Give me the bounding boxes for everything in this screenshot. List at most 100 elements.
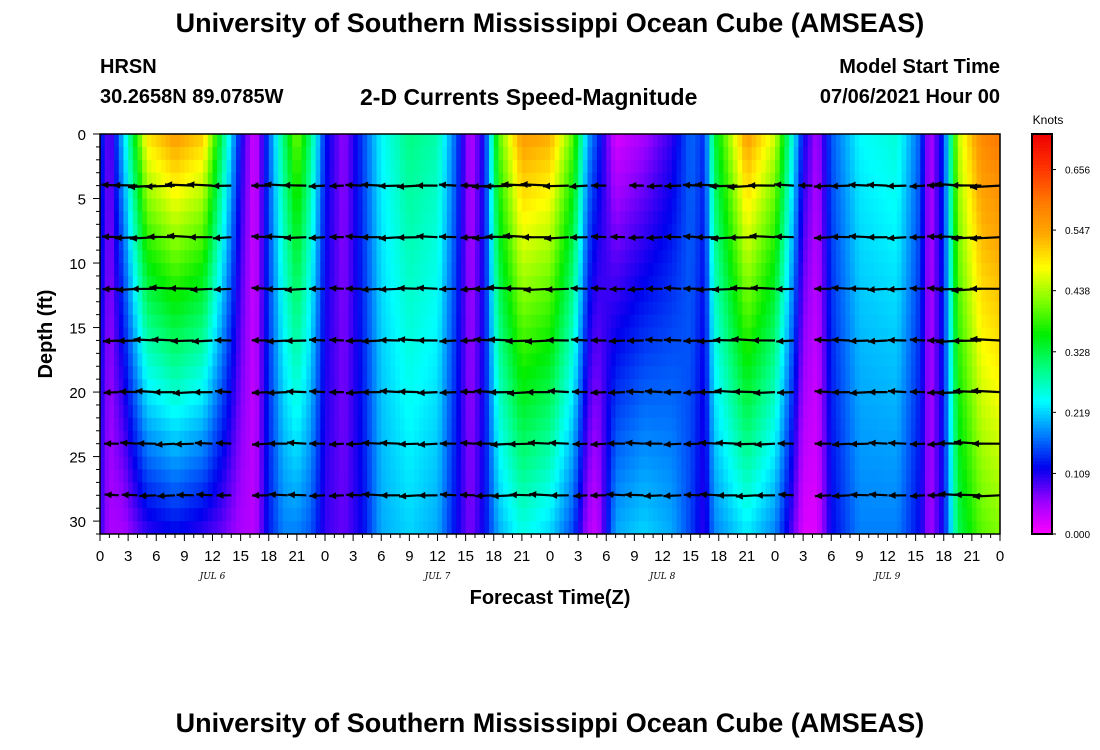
heatmap-cell: [681, 301, 687, 316]
heatmap-cell: [746, 340, 753, 354]
heatmap-cell: [751, 366, 757, 380]
heatmap-cell: [568, 404, 575, 419]
heatmap-cell: [179, 134, 185, 148]
heatmap-cell: [456, 404, 462, 419]
heatmap-cell: [325, 263, 331, 277]
heatmap-cell: [526, 482, 532, 496]
heatmap-cell: [723, 134, 729, 148]
heatmap-cell: [817, 521, 823, 534]
heatmap-cell: [737, 224, 743, 238]
heatmap-cell: [578, 134, 584, 148]
heatmap-cell: [784, 495, 790, 509]
heatmap-cell: [732, 508, 739, 522]
heatmap-cell: [775, 172, 781, 187]
heatmap-cell: [789, 263, 795, 277]
heatmap-cell: [629, 392, 635, 406]
heatmap-cell: [840, 159, 846, 174]
heatmap-cell: [545, 224, 551, 238]
heatmap-cell: [521, 224, 528, 238]
heatmap-cell: [240, 392, 246, 406]
heatmap-cell: [807, 224, 814, 238]
heatmap-cell: [240, 456, 246, 471]
heatmap-cell: [610, 495, 617, 509]
heatmap-cell: [432, 469, 439, 483]
heatmap-cell: [432, 250, 439, 264]
heatmap-cell: [521, 495, 528, 509]
heatmap-cell: [489, 237, 495, 251]
heatmap-cell: [634, 250, 640, 264]
heatmap-cell: [503, 482, 509, 496]
heatmap-cell: [114, 224, 120, 238]
heatmap-cell: [264, 482, 270, 496]
heatmap-cell: [156, 456, 162, 471]
heatmap-cell: [760, 482, 767, 496]
heatmap-cell: [203, 353, 209, 367]
heatmap-cell: [231, 314, 237, 329]
heatmap-cell: [357, 250, 364, 264]
heatmap-cell: [193, 482, 200, 496]
heatmap-cell: [601, 508, 607, 522]
heatmap-cell: [742, 392, 748, 406]
heatmap-cell: [676, 314, 682, 329]
heatmap-cell: [142, 366, 148, 380]
heatmap-cell: [648, 211, 654, 225]
heatmap-cell: [184, 288, 190, 303]
heatmap-cell: [850, 443, 856, 458]
heatmap-cell: [160, 301, 167, 316]
heatmap-cell: [531, 275, 537, 290]
heatmap-cell: [296, 288, 303, 303]
heatmap-cell: [512, 430, 518, 445]
heatmap-cell: [821, 482, 828, 496]
heatmap-cell: [118, 482, 125, 496]
heatmap-cell: [231, 495, 237, 509]
heatmap-cell: [428, 340, 434, 354]
heatmap-cell: [545, 521, 551, 534]
heatmap-cell: [728, 456, 734, 471]
heatmap-cell: [132, 404, 139, 419]
heatmap-cell: [831, 353, 837, 367]
heatmap-cell: [498, 482, 504, 496]
heatmap-cell: [775, 469, 781, 483]
heatmap-cell: [704, 430, 710, 445]
heatmap-cell: [357, 159, 364, 174]
heatmap-cell: [184, 353, 190, 367]
heatmap-cell: [296, 353, 303, 367]
heatmap-cell: [700, 495, 706, 509]
heatmap-cell: [320, 430, 326, 445]
heatmap-cell: [240, 172, 246, 187]
heatmap-cell: [446, 250, 453, 264]
heatmap-cell: [156, 392, 162, 406]
heatmap-cell: [343, 134, 350, 148]
heatmap-cell: [175, 275, 181, 290]
heatmap-cell: [751, 224, 757, 238]
heatmap-cell: [114, 469, 120, 483]
heatmap-cell: [409, 379, 415, 393]
heatmap-cell: [310, 224, 317, 238]
heatmap-cell: [643, 495, 650, 509]
heatmap-cell: [615, 353, 621, 367]
heatmap-cell: [287, 224, 293, 238]
heatmap-cell: [807, 198, 814, 213]
heatmap-cell: [798, 301, 804, 316]
heatmap-cell: [432, 443, 439, 458]
heatmap-cell: [498, 224, 504, 238]
heatmap-cell: [835, 379, 842, 393]
heatmap-cell: [339, 482, 345, 496]
heatmap-cell: [648, 340, 654, 354]
heatmap-cell: [207, 288, 214, 303]
heatmap-cell: [123, 417, 129, 432]
heatmap-cell: [540, 224, 546, 238]
heatmap-cell: [526, 237, 532, 251]
heatmap-cell: [610, 288, 617, 303]
heatmap-cell: [437, 146, 443, 161]
heatmap-cell: [498, 275, 504, 290]
heatmap-cell: [587, 288, 593, 303]
heatmap-cell: [367, 379, 373, 393]
heatmap-cell: [648, 198, 654, 213]
heatmap-cell: [460, 495, 467, 509]
heatmap-cell: [723, 327, 729, 342]
heatmap-cell: [231, 443, 237, 458]
heatmap-cell: [714, 508, 720, 522]
heatmap-cell: [212, 379, 218, 393]
heatmap-cell: [193, 314, 200, 329]
